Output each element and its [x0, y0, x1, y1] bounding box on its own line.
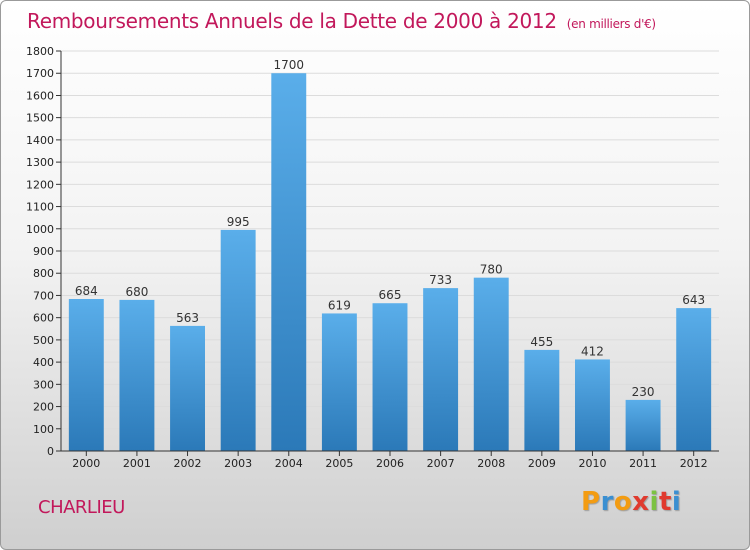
x-tick-label: 2005 [325, 457, 353, 470]
y-tick-label: 200 [33, 401, 54, 414]
y-tick-label: 1100 [26, 201, 54, 214]
data-label-2002: 563 [176, 311, 199, 325]
y-tick-label: 900 [33, 245, 54, 258]
y-tick-label: 800 [33, 267, 54, 280]
bar-2008 [473, 277, 509, 451]
chart-title: Remboursements Annuels de la Dette de 20… [27, 9, 656, 33]
bar-2002 [170, 325, 206, 451]
bar-2000 [68, 299, 104, 451]
logo-letter: t [658, 487, 672, 517]
y-tick-label: 1300 [26, 156, 54, 169]
bars [68, 73, 712, 451]
logo-letter: o [613, 487, 633, 517]
bar-2010 [574, 359, 610, 451]
x-tick-label: 2000 [72, 457, 100, 470]
y-tick-label: 1200 [26, 178, 54, 191]
logo-letter: P [581, 487, 601, 517]
x-tick-label: 2011 [629, 457, 657, 470]
bar-2007 [423, 288, 459, 451]
data-label-2003: 995 [227, 215, 250, 229]
y-tick-label: 1400 [26, 134, 54, 147]
y-tick-label: 1600 [26, 89, 54, 102]
y-tick-label: 1700 [26, 67, 54, 80]
logo-letter: i [649, 487, 659, 517]
bar-2006 [372, 303, 408, 451]
y-tick-label: 100 [33, 423, 54, 436]
data-label-2009: 455 [530, 335, 553, 349]
x-tick-label: 2006 [376, 457, 404, 470]
data-label-2008: 780 [480, 263, 503, 277]
data-label-2010: 412 [581, 344, 604, 358]
bar-2012 [676, 308, 712, 451]
x-tick-label: 2001 [123, 457, 151, 470]
bar-2009 [524, 349, 560, 451]
bar-2004 [271, 73, 307, 451]
y-tick-label: 1800 [26, 45, 54, 58]
y-tick-label: 1000 [26, 223, 54, 236]
y-tick-label: 600 [33, 312, 54, 325]
axes: 0 100 200 300 400 500 600 700 800 900 1000 1100 1200… [26, 45, 719, 470]
x-tick-label: 2012 [680, 457, 708, 470]
y-tick-label: 300 [33, 378, 54, 391]
data-label-2000: 684 [75, 284, 98, 298]
x-tick-label: 2002 [174, 457, 202, 470]
logo-letter: r [600, 487, 614, 517]
x-tick-label: 2007 [427, 457, 455, 470]
bar-2001 [119, 299, 155, 451]
data-label-2007: 733 [429, 273, 452, 287]
y-tick-label: 1500 [26, 112, 54, 125]
x-tick-label: 2004 [275, 457, 303, 470]
y-tick-label: 700 [33, 289, 54, 302]
proxiti-logo: Proxiti [581, 487, 681, 517]
data-label-2012: 643 [682, 293, 705, 307]
data-label-2001: 680 [125, 285, 148, 299]
x-tick-label: 2009 [528, 457, 556, 470]
bar-2005 [321, 313, 357, 451]
logo-letter: x [632, 487, 650, 517]
x-tick-label: 2003 [224, 457, 252, 470]
bar-2011 [625, 399, 661, 451]
logo-letter: i [671, 487, 682, 517]
x-tick-label: 2010 [578, 457, 606, 470]
y-tick-label: 0 [47, 445, 54, 458]
commune-name: CHARLIEU [38, 497, 125, 518]
y-tick-label: 400 [33, 356, 54, 369]
data-label-2004: 1700 [273, 58, 304, 72]
data-labels: 684 680 563 995 1700 619 665 733 780 455 412 230 643 [75, 58, 705, 399]
x-tick-label: 2008 [477, 457, 505, 470]
unit-label: (en milliers d'€) [566, 17, 656, 31]
title-text: Remboursements Annuels de la Dette de 20… [27, 9, 557, 33]
bar-2003 [220, 229, 256, 451]
data-label-2006: 665 [379, 288, 402, 302]
data-label-2005: 619 [328, 298, 351, 312]
y-tick-label: 500 [33, 334, 54, 347]
data-label-2011: 230 [632, 385, 655, 399]
